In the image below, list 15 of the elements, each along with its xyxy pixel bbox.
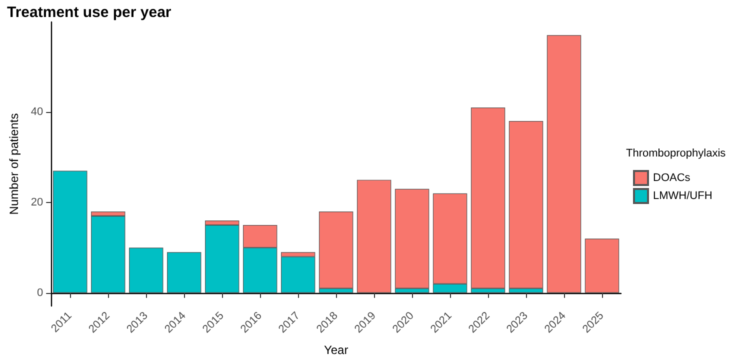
- y-tick-label: 0: [37, 286, 44, 299]
- bar: [356, 180, 392, 293]
- legend-label: LMWH/UFH: [653, 190, 712, 202]
- bar: [53, 170, 88, 293]
- x-axis-title: Year: [324, 343, 348, 357]
- chart-title: Treatment use per year: [7, 4, 172, 21]
- y-tick-label: 20: [30, 196, 44, 208]
- y-tick-label: 40: [30, 106, 44, 118]
- bar: [167, 252, 202, 293]
- bar: [129, 248, 164, 293]
- legend-title: Thromboprophylaxis: [626, 148, 726, 160]
- legend-label: DOACs: [653, 172, 691, 184]
- bar: [584, 238, 620, 293]
- y-axis-title: Number of patients: [7, 113, 21, 215]
- bar: [546, 35, 582, 293]
